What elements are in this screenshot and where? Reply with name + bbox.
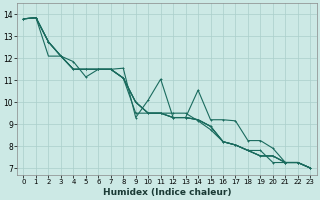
X-axis label: Humidex (Indice chaleur): Humidex (Indice chaleur) bbox=[103, 188, 231, 197]
